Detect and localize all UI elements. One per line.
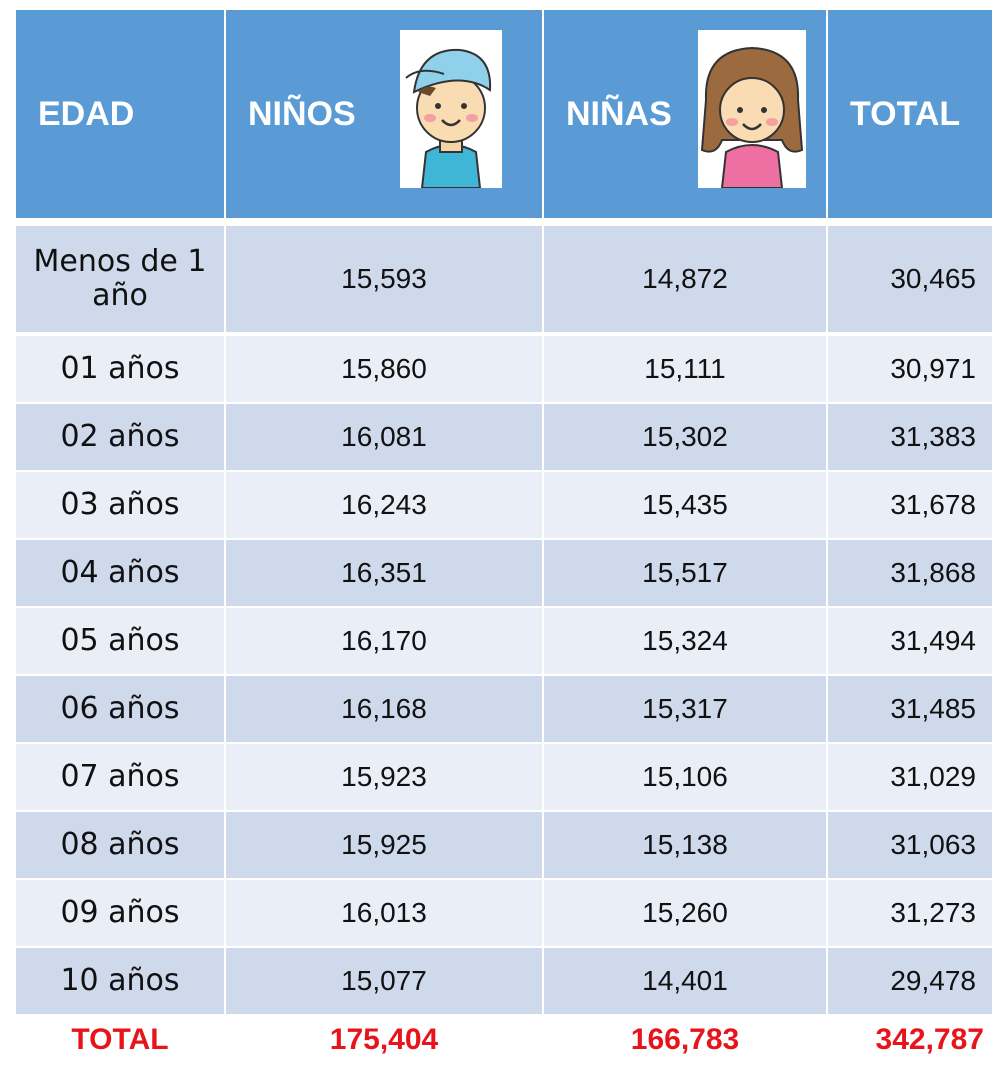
total-cell: 166,783 (544, 1016, 826, 1064)
value-cell: 14,872 (544, 226, 826, 332)
value-cell: 16,013 (226, 880, 542, 946)
value-cell: 14,401 (544, 948, 826, 1014)
age-cell: 09 años (16, 880, 224, 946)
value-cell: 30,971 (828, 336, 992, 402)
value-cell: 31,383 (828, 404, 992, 470)
value-cell: 15,138 (544, 812, 826, 878)
girl-icon (698, 30, 806, 188)
value-cell: 15,435 (544, 472, 826, 538)
value-cell: 31,273 (828, 880, 992, 946)
value-cell: 31,485 (828, 676, 992, 742)
age-cell: 03 años (16, 472, 224, 538)
age-cell: 04 años (16, 540, 224, 606)
value-cell: 31,029 (828, 744, 992, 810)
value-cell: 29,478 (828, 948, 992, 1014)
value-cell: 16,170 (226, 608, 542, 674)
value-cell: 16,081 (226, 404, 542, 470)
total-cell: 342,787 (828, 1016, 992, 1064)
value-cell: 15,324 (544, 608, 826, 674)
age-cell: 02 años (16, 404, 224, 470)
boy-icon (400, 30, 502, 188)
value-cell: 15,923 (226, 744, 542, 810)
value-cell: 15,260 (544, 880, 826, 946)
age-cell: 01 años (16, 336, 224, 402)
age-cell: 08 años (16, 812, 224, 878)
value-cell: 15,111 (544, 336, 826, 402)
value-cell: 15,106 (544, 744, 826, 810)
value-cell: 15,317 (544, 676, 826, 742)
total-cell: TOTAL (16, 1016, 224, 1064)
header-cell: TOTAL (828, 10, 992, 218)
value-cell: 15,517 (544, 540, 826, 606)
value-cell: 16,351 (226, 540, 542, 606)
table-page: 342,787166,783175,404TOTAL29,47814,40115… (0, 0, 994, 1068)
age-cell: 05 años (16, 608, 224, 674)
value-cell: 15,302 (544, 404, 826, 470)
age-cell: 10 años (16, 948, 224, 1014)
age-cell: 07 años (16, 744, 224, 810)
value-cell: 16,168 (226, 676, 542, 742)
age-cell: 06 años (16, 676, 224, 742)
value-cell: 16,243 (226, 472, 542, 538)
value-cell: 15,860 (226, 336, 542, 402)
value-cell: 30,465 (828, 226, 992, 332)
age-cell: Menos de 1 año (16, 226, 224, 332)
value-cell: 31,494 (828, 608, 992, 674)
value-cell: 15,593 (226, 226, 542, 332)
value-cell: 15,925 (226, 812, 542, 878)
value-cell: 15,077 (226, 948, 542, 1014)
header-cell: EDAD (16, 10, 224, 218)
value-cell: 31,868 (828, 540, 992, 606)
value-cell: 31,678 (828, 472, 992, 538)
total-cell: 175,404 (226, 1016, 542, 1064)
value-cell: 31,063 (828, 812, 992, 878)
